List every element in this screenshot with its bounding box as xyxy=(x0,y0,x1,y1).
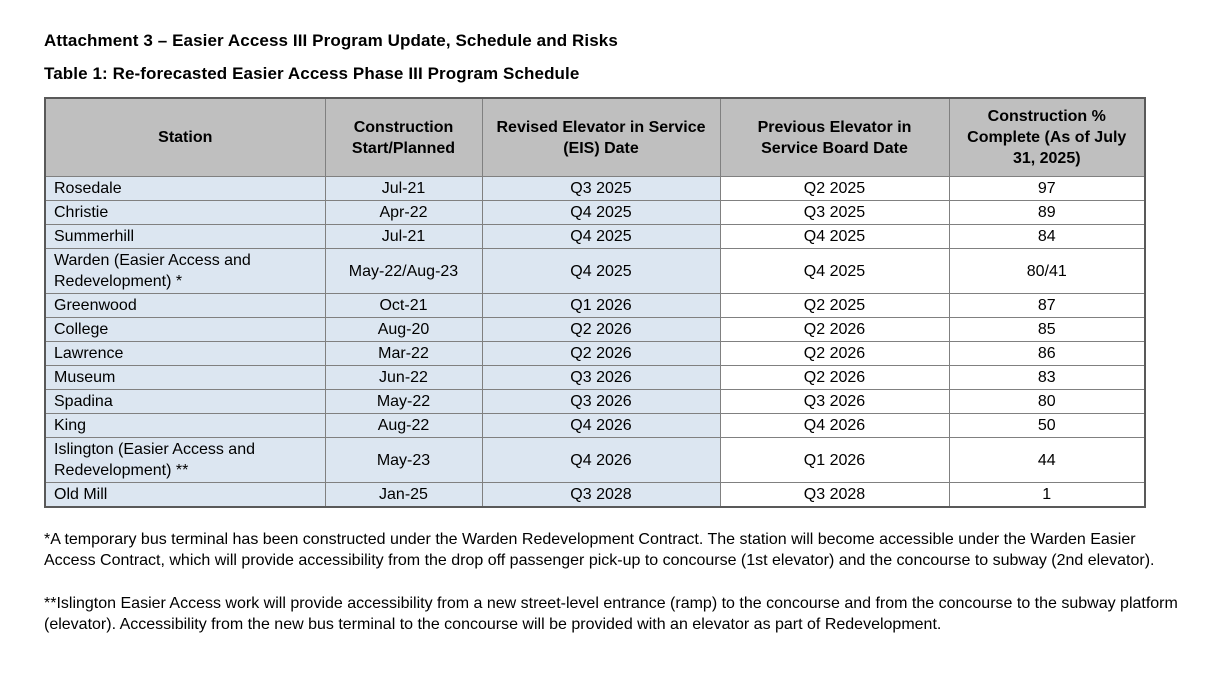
station-cell: Old Mill xyxy=(44,482,326,508)
value-cell: 85 xyxy=(948,317,1146,342)
table-row: Rosedale Jul-21 Q3 2025 Q2 2025 97 xyxy=(44,176,1146,201)
table-row: Greenwood Oct-21 Q1 2026 Q2 2025 87 xyxy=(44,293,1146,318)
value-cell: Q3 2028 xyxy=(719,482,950,508)
column-header-0: Station xyxy=(44,97,326,177)
value-cell: Q3 2026 xyxy=(481,389,721,414)
value-cell: 44 xyxy=(948,437,1146,483)
table-caption: Table 1: Re-forecasted Easier Access Pha… xyxy=(44,64,580,83)
station-cell: Rosedale xyxy=(44,176,326,201)
value-cell: 86 xyxy=(948,341,1146,366)
value-cell: Q1 2026 xyxy=(719,437,950,483)
value-cell: Aug-22 xyxy=(324,413,483,438)
value-cell: Apr-22 xyxy=(324,200,483,225)
table-row: Islington (Easier Access and Redevelopme… xyxy=(44,437,1146,483)
table-row: Museum Jun-22 Q3 2026 Q2 2026 83 xyxy=(44,365,1146,390)
table-row: College Aug-20 Q2 2026 Q2 2026 85 xyxy=(44,317,1146,342)
header-row: Station Construction Start/Planned Revised… xyxy=(44,97,1146,177)
value-cell: May-22 xyxy=(324,389,483,414)
value-cell: Q2 2025 xyxy=(719,293,950,318)
value-cell: Jul-21 xyxy=(324,224,483,249)
station-cell: College xyxy=(44,317,326,342)
footnote-warden: *A temporary bus terminal has been const… xyxy=(44,531,1155,569)
column-header-3: Previous Elevator in Service Board Date xyxy=(719,97,950,177)
value-cell: Q2 2026 xyxy=(719,365,950,390)
column-header-2: Revised Elevator in Service (EIS) Date xyxy=(481,97,721,177)
table-body: Rosedale Jul-21 Q3 2025 Q2 2025 97 Christie Ap… xyxy=(44,176,1146,508)
table-row: Christie Apr-22 Q4 2025 Q3 2025 89 xyxy=(44,200,1146,225)
value-cell: Oct-21 xyxy=(324,293,483,318)
value-cell: 87 xyxy=(948,293,1146,318)
value-cell: Q4 2026 xyxy=(481,413,721,438)
value-cell: 83 xyxy=(948,365,1146,390)
station-cell: Summerhill xyxy=(44,224,326,249)
value-cell: Mar-22 xyxy=(324,341,483,366)
schedule-table: Station Construction Start/Planned Revised… xyxy=(44,97,1146,508)
value-cell: Q3 2025 xyxy=(719,200,950,225)
value-cell: 84 xyxy=(948,224,1146,249)
table-header: Station Construction Start/Planned Revised… xyxy=(44,97,1146,177)
table-row: Summerhill Jul-21 Q4 2025 Q4 2025 84 xyxy=(44,224,1146,249)
value-cell: Q4 2025 xyxy=(481,224,721,249)
value-cell: Q3 2025 xyxy=(481,176,721,201)
value-cell: 50 xyxy=(948,413,1146,438)
footnotes-section: *A temporary bus terminal has been const… xyxy=(44,529,1178,635)
value-cell: Q3 2026 xyxy=(481,365,721,390)
value-cell: Jul-21 xyxy=(324,176,483,201)
value-cell: Q4 2026 xyxy=(481,437,721,483)
value-cell: Q2 2026 xyxy=(481,341,721,366)
value-cell: Q2 2026 xyxy=(719,341,950,366)
value-cell: May-22/Aug-23 xyxy=(324,248,483,294)
value-cell: 80 xyxy=(948,389,1146,414)
table-row: Warden (Easier Access and Redevelopment)… xyxy=(44,248,1146,294)
value-cell: Aug-20 xyxy=(324,317,483,342)
column-header-1: Construction Start/Planned xyxy=(324,97,483,177)
column-header-4: Construction % Complete (As of July 31, … xyxy=(948,97,1146,177)
value-cell: 80/41 xyxy=(948,248,1146,294)
value-cell: Q4 2025 xyxy=(481,248,721,294)
value-cell: Q2 2026 xyxy=(481,317,721,342)
value-cell: Jan-25 xyxy=(324,482,483,508)
station-cell: Museum xyxy=(44,365,326,390)
attachment-title: Attachment 3 – Easier Access III Program… xyxy=(44,31,618,50)
table-row: Spadina May-22 Q3 2026 Q3 2026 80 xyxy=(44,389,1146,414)
footnote-islington: **Islington Easier Access work will prov… xyxy=(44,595,1178,633)
station-cell: Christie xyxy=(44,200,326,225)
value-cell: Q3 2028 xyxy=(481,482,721,508)
station-cell: King xyxy=(44,413,326,438)
value-cell: Q3 2026 xyxy=(719,389,950,414)
value-cell: Q2 2026 xyxy=(719,317,950,342)
value-cell: 97 xyxy=(948,176,1146,201)
station-cell: Greenwood xyxy=(44,293,326,318)
table-row: Old Mill Jan-25 Q3 2028 Q3 2028 1 xyxy=(44,482,1146,508)
value-cell: Q2 2025 xyxy=(719,176,950,201)
station-cell: Spadina xyxy=(44,389,326,414)
station-cell: Lawrence xyxy=(44,341,326,366)
value-cell: Q4 2025 xyxy=(719,248,950,294)
value-cell: Q4 2025 xyxy=(481,200,721,225)
table-row: Lawrence Mar-22 Q2 2026 Q2 2026 86 xyxy=(44,341,1146,366)
value-cell: May-23 xyxy=(324,437,483,483)
station-cell: Islington (Easier Access and Redevelopme… xyxy=(44,437,326,483)
station-cell: Warden (Easier Access and Redevelopment)… xyxy=(44,248,326,294)
value-cell: 1 xyxy=(948,482,1146,508)
value-cell: Q4 2025 xyxy=(719,224,950,249)
table-row: King Aug-22 Q4 2026 Q4 2026 50 xyxy=(44,413,1146,438)
value-cell: Q1 2026 xyxy=(481,293,721,318)
value-cell: Q4 2026 xyxy=(719,413,950,438)
value-cell: 89 xyxy=(948,200,1146,225)
value-cell: Jun-22 xyxy=(324,365,483,390)
